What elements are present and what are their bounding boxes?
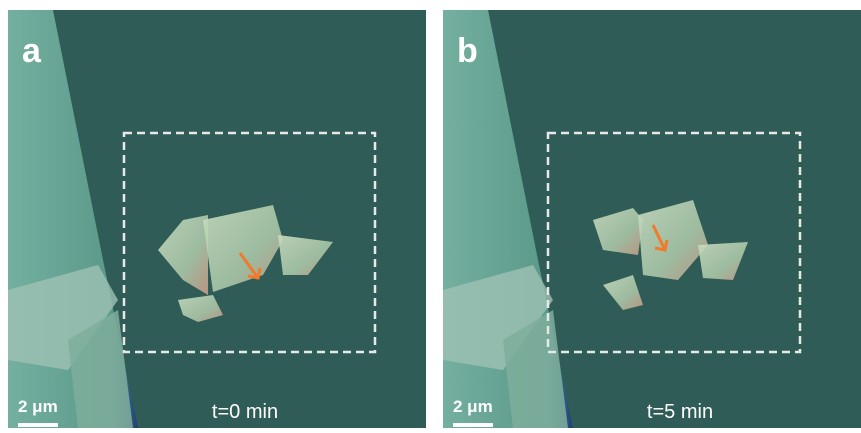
panel: a 2 μm t=0 min bbox=[8, 10, 426, 428]
scale-bar-label: 2 μm bbox=[18, 397, 58, 416]
figure: a 2 μm t=0 min b 2 μm t=5 min bbox=[0, 0, 861, 433]
scale-bar-label: 2 μm bbox=[453, 397, 493, 416]
panel-label: b bbox=[457, 32, 478, 70]
scale-bar bbox=[18, 423, 58, 427]
scale-bar bbox=[453, 423, 493, 427]
panel: b 2 μm t=5 min bbox=[443, 10, 861, 428]
panel-label: a bbox=[22, 32, 42, 70]
time-label: t=5 min bbox=[647, 401, 713, 423]
time-label: t=0 min bbox=[212, 401, 278, 423]
